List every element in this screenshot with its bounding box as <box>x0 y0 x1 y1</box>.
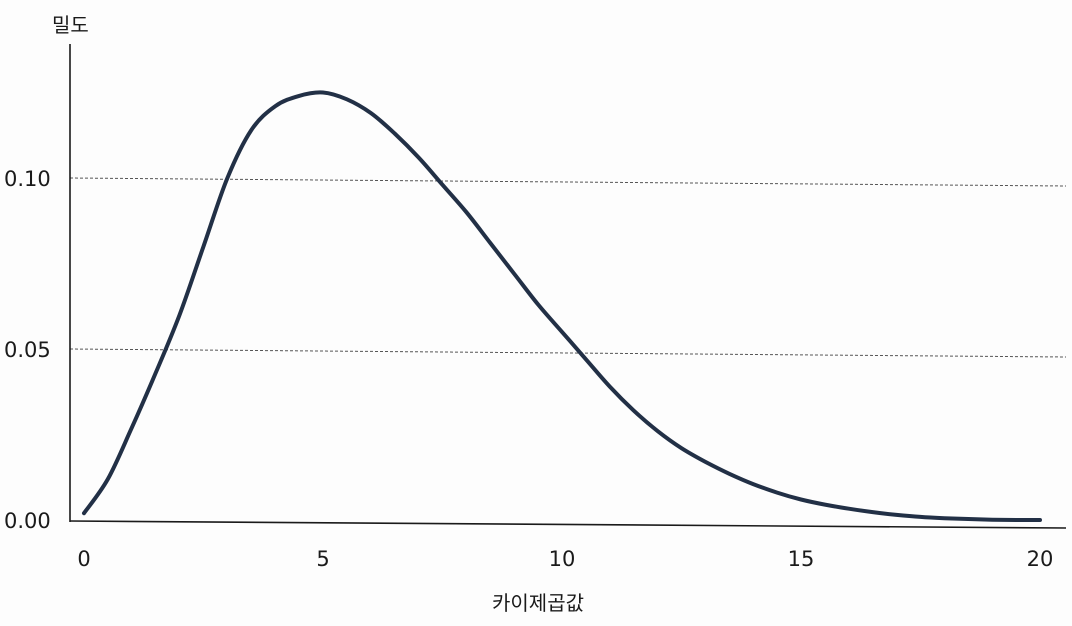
y-tick-label: 0.05 <box>4 338 51 362</box>
x-axis-line <box>69 520 1067 529</box>
density-curve <box>82 90 1042 523</box>
gridline-y-0.05 <box>69 348 1067 358</box>
y-tick-label: 0.00 <box>4 509 51 533</box>
y-axis-title: 밀도 <box>52 13 89 37</box>
x-axis-title: 카이제곱값 <box>492 591 584 615</box>
x-tick-label: 0 <box>77 547 90 571</box>
grid-layer <box>69 177 1067 358</box>
x-tick-label: 10 <box>549 547 576 571</box>
gridline-y-0.10 <box>69 177 1067 187</box>
label-layer: 밀도 카이제곱값 0.00 0.05 0.10 0 5 10 15 20 <box>4 13 1053 615</box>
y-tick-label: 0.10 <box>4 167 51 191</box>
curve-layer <box>82 90 1042 523</box>
x-tick-label: 20 <box>1027 547 1054 571</box>
x-tick-label: 15 <box>788 547 815 571</box>
axis-layer <box>69 44 1067 529</box>
x-tick-label: 5 <box>316 547 329 571</box>
